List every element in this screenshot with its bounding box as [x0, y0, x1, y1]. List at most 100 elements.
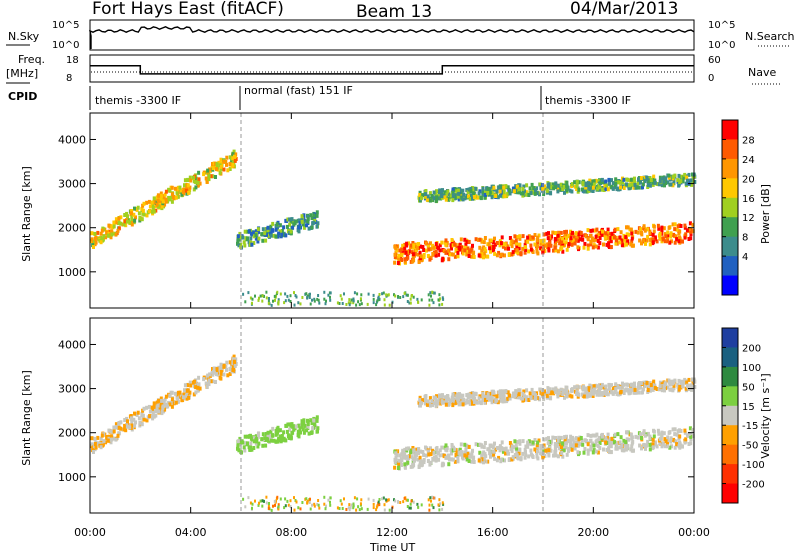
velocity-cell: [515, 453, 519, 458]
power-colorbar-label: Power [dB]: [759, 184, 772, 244]
velocity-cell: [277, 436, 281, 441]
cpid-segment-2: normal (fast) 151 IF: [244, 84, 353, 97]
velocity-cell: [300, 422, 304, 427]
power-cell: [565, 183, 569, 188]
time-axis: 00:00 04:00 08:00 12:00 16:00 20:00 00:00: [74, 113, 710, 539]
power-cell: [352, 297, 355, 301]
velocity-cell: [643, 433, 647, 438]
velocity-cell: [556, 454, 560, 459]
velocity-cell: [277, 503, 280, 507]
power-cell: [455, 245, 459, 250]
power-cell: [310, 225, 314, 230]
power-cell: [422, 255, 426, 260]
power-cell: [518, 242, 522, 247]
velocity-cell: [660, 430, 664, 435]
power-cell: [688, 221, 692, 226]
freq-unit-label: [MHz]: [6, 67, 38, 80]
power-cell: [435, 195, 439, 200]
power-cell: [515, 184, 519, 189]
power-cell: [107, 229, 111, 234]
velocity-cell: [446, 453, 450, 458]
velocity-cell: [642, 431, 646, 436]
time-axis-label: Time UT: [369, 541, 415, 554]
power-cell: [477, 237, 480, 242]
velocity-cell: [605, 447, 609, 452]
velocity-cell: [409, 448, 413, 453]
power-cell: [446, 248, 450, 253]
velocity-cell: [261, 443, 265, 448]
velocity-cell: [451, 398, 455, 403]
velocity-cell: [658, 380, 662, 385]
power-cell: [636, 230, 640, 235]
power-cell: [591, 189, 595, 193]
velocity-cell: [99, 436, 103, 441]
power-cell: [682, 175, 686, 180]
power-cell: [605, 231, 609, 235]
power-cell: [400, 258, 403, 262]
power-cell: [315, 224, 319, 229]
power-cell: [451, 198, 455, 203]
power-cell: [547, 246, 551, 251]
velocity-cell: [228, 360, 232, 365]
velocity-cell: [467, 399, 470, 404]
velocity-cell: [544, 448, 548, 453]
velocity-cell: [685, 433, 689, 438]
velocity-cell: [467, 392, 471, 397]
power-cell: [411, 245, 415, 250]
velocity-cell: [290, 422, 294, 427]
velocity-cell: [646, 432, 649, 437]
power-cell: [375, 303, 378, 307]
power-cell: [188, 175, 192, 180]
velocity-cell: [578, 442, 582, 447]
power-cell: [675, 227, 679, 232]
velocity-cell: [622, 438, 626, 443]
x-tick-label: 04:00: [175, 526, 207, 539]
velocity-cell: [568, 393, 572, 398]
x-tick-label: 08:00: [275, 526, 307, 539]
power-cell: [624, 182, 628, 187]
power-cell: [447, 192, 451, 197]
power-cell: [594, 178, 598, 183]
velocity-cell: [451, 395, 455, 400]
velocity-cell: [625, 430, 629, 435]
power-cell: [481, 190, 485, 195]
power-cell: [286, 294, 289, 298]
noise-tick-bottom: 10^0: [52, 40, 79, 51]
velocity-cell: [542, 443, 546, 448]
velocity-cell: [317, 499, 320, 502]
velocity-cell: [587, 388, 591, 393]
power-cell: [555, 237, 559, 241]
velocity-cell: [490, 393, 494, 397]
velocity-cell: [634, 434, 638, 439]
power-cell: [472, 250, 476, 255]
power-cell: [180, 192, 184, 197]
power-cell: [341, 302, 344, 305]
velocity-cell: [295, 500, 298, 504]
velocity-cell: [345, 508, 348, 511]
power-cell: [678, 235, 681, 240]
velocity-cell: [437, 457, 441, 462]
velocity-cell: [646, 439, 650, 444]
power-cell: [524, 239, 528, 244]
velocity-cell: [107, 428, 111, 433]
power-cell: [646, 227, 649, 232]
power-cell: [299, 302, 302, 306]
velocity-cell: [542, 397, 546, 402]
power-cell: [463, 237, 467, 242]
power-cell: [398, 248, 402, 253]
power-cell: [619, 185, 622, 190]
power-cell: [502, 190, 506, 195]
velocity-cell: [480, 453, 484, 458]
power-cell: [152, 209, 156, 214]
velocity-cell: [503, 399, 507, 404]
velocity-cell: [467, 459, 471, 463]
velocity-cell: [211, 367, 214, 371]
power-cell: [324, 302, 327, 306]
power-cell: [263, 294, 265, 298]
power-cell: [570, 189, 574, 194]
velocity-cell: [446, 394, 450, 399]
velocity-cell: [443, 400, 447, 405]
velocity-cell: [662, 431, 666, 436]
power-cell: [385, 293, 388, 297]
velocity-cell: [537, 438, 541, 443]
